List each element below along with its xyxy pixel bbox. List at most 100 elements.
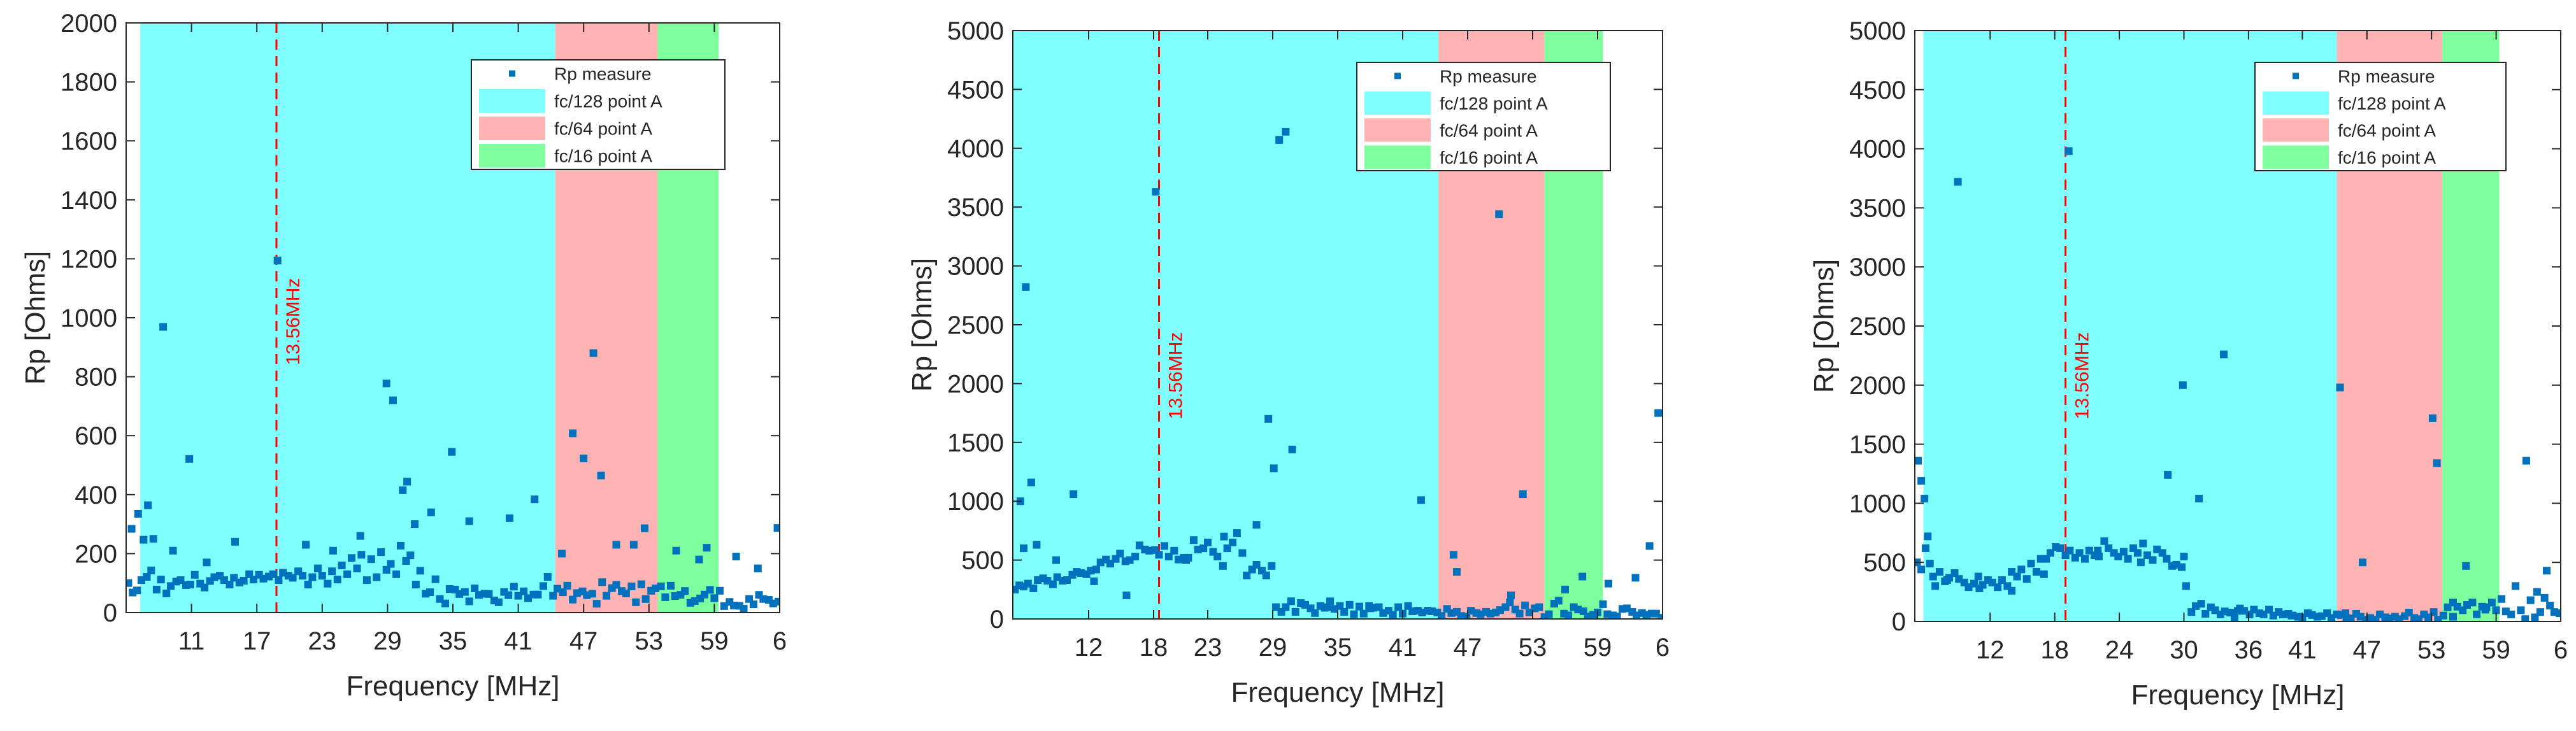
y-tick-label: 1500 [947,429,1004,457]
data-point [201,583,209,592]
x-tick-label: 6 [2554,636,2568,664]
data-point [2195,494,2203,502]
data-point [1252,560,1261,569]
data-point [465,597,473,606]
data-point [1356,602,1363,611]
data-point [2064,147,2073,155]
data-point [333,576,341,584]
data-point [313,564,322,572]
data-point [2149,556,2157,564]
data-point [2187,608,2196,616]
data-point [672,546,680,555]
data-point [2179,381,2187,389]
data-point [1453,568,1461,576]
data-point [2046,549,2054,557]
data-point [2201,609,2210,618]
data-point [273,257,282,265]
x-tick-label: 18 [1140,634,1168,662]
data-points [1915,147,2561,621]
data-point [2119,548,2128,556]
data-point [396,541,404,550]
data-point [1921,494,1929,502]
data-point [2197,600,2205,608]
legend-label: Rp measure [2338,66,2435,86]
x-axis-label: Frequency [MHz] [347,671,560,702]
data-point [1164,553,1173,561]
data-point [356,532,364,540]
data-point [1033,541,1041,549]
data-point [592,600,601,608]
y-tick-label: 4500 [947,76,1004,104]
data-point [2100,537,2108,545]
data-point [1943,576,1951,585]
data-point [1584,613,1592,619]
data-point [1233,529,1241,537]
data-point [2439,611,2447,620]
data-point [2366,614,2374,621]
legend-label: fc/16 point A [2338,148,2436,167]
x-axis-label: Frequency [MHz] [1231,677,1445,708]
x-tick-label: 29 [1259,634,1287,662]
data-point [2342,609,2349,618]
data-point [1336,602,1344,610]
x-tick-label: 24 [2105,636,2134,664]
data-point [1182,556,1190,564]
data-point [1282,127,1290,136]
y-tick-label: 200 [75,540,117,568]
data-point [1954,178,1962,186]
data-point [2056,544,2064,552]
data-point [426,588,434,597]
data-point [1438,612,1446,619]
legend-label: Rp measure [554,64,652,84]
data-point [1199,544,1208,553]
legend-label: fc/128 point A [2338,94,2446,113]
data-point [1515,609,1524,618]
y-tick-label: 400 [75,481,117,509]
data-point [629,541,638,549]
data-point [1540,613,1549,619]
data-point [1264,415,1273,423]
data-point [494,598,503,606]
data-point [1243,571,1251,579]
y-tick-label: 1800 [61,69,117,97]
y-tick-label: 3500 [1849,194,1906,222]
data-point [569,429,577,437]
data-point [622,589,630,597]
x-axis-label: Frequency [MHz] [2131,679,2345,711]
data-point [1287,597,1295,606]
data-point [2543,567,2551,575]
data-point [2492,606,2500,614]
x-tick-label: 53 [635,627,664,655]
data-point [225,581,234,589]
data-point [406,551,415,560]
data-point [681,587,689,595]
marker-line-label: 13.56MHz [2072,332,2093,420]
data-point [2163,555,2171,563]
data-point [190,571,199,579]
x-tick-label: 12 [1976,636,2005,664]
legend-swatch-cyan [479,89,545,113]
y-tick-label: 1000 [947,488,1004,516]
data-point [2540,593,2549,602]
data-point [1605,579,1612,588]
data-point [589,349,597,357]
data-point [377,548,385,557]
data-point [641,595,650,603]
data-point [1229,538,1237,546]
data-point [1519,490,1527,499]
data-point [703,544,711,552]
data-point [2414,615,2422,621]
data-point [569,595,577,604]
y-tick-label: 3000 [1849,253,1906,281]
data-point [612,581,620,589]
data-point [1092,565,1100,574]
data-point [534,590,542,599]
data-point [1578,572,1587,581]
data-point [1238,549,1247,557]
legend-swatch-red [2263,118,2329,142]
data-point [392,570,401,578]
y-tick-label: 600 [75,422,117,450]
data-point [2336,383,2344,392]
data-point [2347,614,2355,621]
data-point [1463,613,1471,619]
